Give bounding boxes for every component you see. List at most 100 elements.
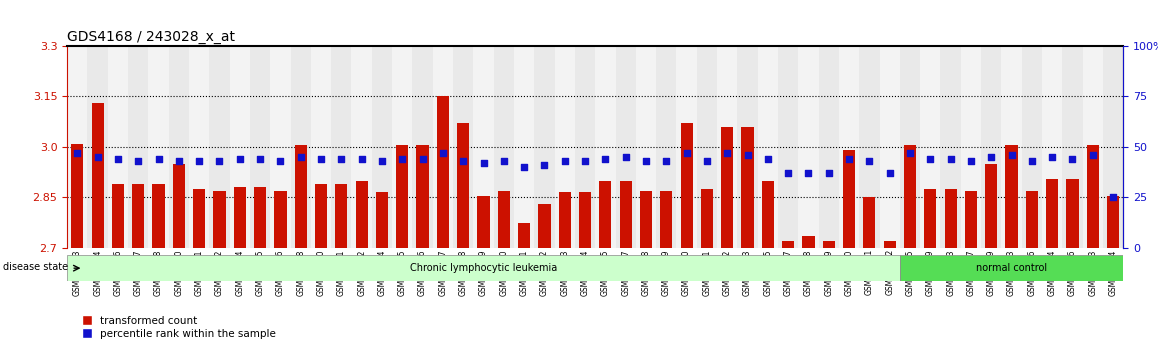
Point bbox=[535, 162, 554, 168]
Text: disease state: disease state bbox=[3, 262, 68, 272]
Bar bbox=[493, 46, 514, 248]
Bar bbox=[981, 46, 1002, 248]
Bar bbox=[412, 46, 433, 248]
Bar bbox=[250, 46, 270, 248]
Bar bbox=[945, 189, 957, 248]
Bar bbox=[965, 190, 977, 248]
Bar bbox=[558, 192, 571, 248]
Text: normal control: normal control bbox=[976, 263, 1047, 273]
Bar bbox=[453, 46, 474, 248]
Bar bbox=[741, 127, 754, 248]
Bar bbox=[579, 192, 591, 248]
Point bbox=[697, 158, 716, 164]
Bar bbox=[697, 46, 717, 248]
Bar bbox=[838, 46, 859, 248]
Bar bbox=[884, 241, 896, 248]
Bar bbox=[213, 190, 226, 248]
Bar bbox=[417, 145, 428, 248]
Point bbox=[860, 158, 879, 164]
Text: GDS4168 / 243028_x_at: GDS4168 / 243028_x_at bbox=[67, 30, 235, 44]
Point bbox=[413, 156, 432, 162]
Point bbox=[251, 156, 270, 162]
Point bbox=[352, 156, 371, 162]
Bar bbox=[880, 46, 900, 248]
Bar bbox=[72, 144, 83, 248]
Bar bbox=[229, 46, 250, 248]
Bar bbox=[331, 46, 352, 248]
Bar bbox=[762, 181, 774, 248]
Bar bbox=[254, 187, 266, 248]
Bar bbox=[757, 46, 778, 248]
Bar bbox=[701, 189, 713, 248]
Bar bbox=[620, 181, 632, 248]
Bar bbox=[372, 46, 393, 248]
Point bbox=[109, 156, 127, 162]
Bar bbox=[189, 46, 210, 248]
Bar bbox=[1005, 145, 1018, 248]
Bar bbox=[352, 46, 372, 248]
Bar bbox=[819, 46, 838, 248]
Bar bbox=[1062, 46, 1083, 248]
Point bbox=[393, 156, 411, 162]
Point bbox=[1003, 152, 1021, 158]
Point bbox=[616, 154, 635, 160]
Bar bbox=[900, 46, 921, 248]
Bar bbox=[859, 46, 880, 248]
Point bbox=[637, 158, 655, 164]
Bar bbox=[153, 184, 164, 248]
Bar bbox=[310, 46, 331, 248]
Point bbox=[129, 158, 147, 164]
Bar bbox=[498, 190, 510, 248]
Bar bbox=[477, 196, 490, 248]
Bar bbox=[457, 124, 469, 248]
Bar bbox=[210, 46, 229, 248]
Bar bbox=[1083, 46, 1102, 248]
Bar bbox=[169, 46, 189, 248]
Bar bbox=[985, 164, 997, 248]
Bar bbox=[657, 46, 676, 248]
Point bbox=[88, 154, 107, 160]
Bar bbox=[67, 46, 88, 248]
Bar bbox=[636, 46, 657, 248]
Bar bbox=[88, 46, 108, 248]
Bar bbox=[681, 124, 692, 248]
Bar bbox=[132, 184, 145, 248]
Bar bbox=[518, 223, 530, 248]
Bar bbox=[717, 46, 738, 248]
Bar bbox=[234, 187, 245, 248]
Point bbox=[739, 152, 757, 158]
Bar bbox=[1067, 179, 1078, 248]
Point bbox=[271, 158, 290, 164]
Bar bbox=[574, 46, 595, 248]
Bar bbox=[721, 127, 733, 248]
Point bbox=[596, 156, 615, 162]
Bar bbox=[534, 46, 555, 248]
Bar bbox=[660, 190, 673, 248]
Point bbox=[941, 156, 960, 162]
Bar bbox=[291, 46, 310, 248]
Bar bbox=[904, 145, 916, 248]
Point bbox=[454, 158, 472, 164]
Bar bbox=[396, 145, 409, 248]
Point bbox=[556, 158, 574, 164]
Bar bbox=[1046, 179, 1058, 248]
Bar bbox=[315, 184, 327, 248]
Bar bbox=[1107, 196, 1119, 248]
Point bbox=[961, 158, 980, 164]
Point bbox=[1043, 154, 1062, 160]
FancyBboxPatch shape bbox=[67, 255, 900, 281]
Bar bbox=[616, 46, 636, 248]
Bar bbox=[600, 181, 611, 248]
Bar bbox=[1002, 46, 1021, 248]
Point bbox=[475, 160, 493, 166]
Point bbox=[982, 154, 1001, 160]
Bar bbox=[640, 190, 652, 248]
Bar bbox=[1021, 46, 1042, 248]
Point bbox=[230, 156, 249, 162]
Point bbox=[820, 170, 838, 176]
Point bbox=[1023, 158, 1041, 164]
Point bbox=[190, 158, 208, 164]
Bar bbox=[1086, 145, 1099, 248]
Bar bbox=[802, 236, 814, 248]
Bar bbox=[148, 46, 169, 248]
